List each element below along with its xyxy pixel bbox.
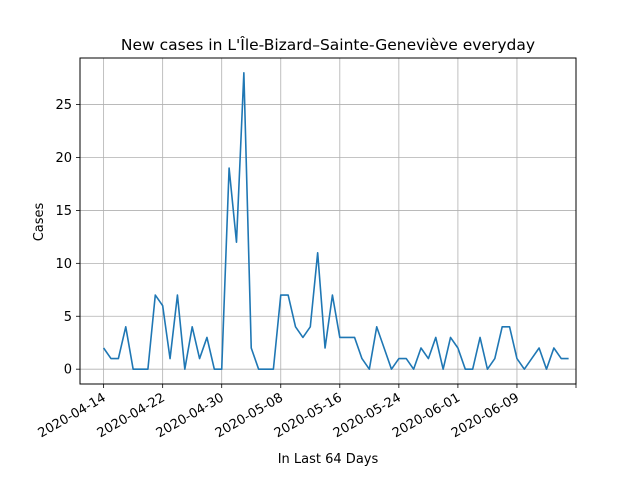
y-axis-label: Cases xyxy=(32,202,47,241)
y-tick-label: 5 xyxy=(64,310,72,325)
y-tick-label: 20 xyxy=(55,151,72,166)
chart-title: New cases in L'Île-Bizard–Sainte-Geneviè… xyxy=(121,35,535,54)
x-axis-label: In Last 64 Days xyxy=(278,452,379,467)
series-line-cases xyxy=(102,72,569,370)
y-tick-label: 10 xyxy=(55,257,72,272)
y-axis: 0 5 10 15 20 25 xyxy=(55,98,80,378)
y-tick-label: 25 xyxy=(55,98,72,113)
plot-frame xyxy=(79,57,577,385)
y-tick-label: 0 xyxy=(64,363,72,378)
y-tick-label: 15 xyxy=(55,204,72,219)
